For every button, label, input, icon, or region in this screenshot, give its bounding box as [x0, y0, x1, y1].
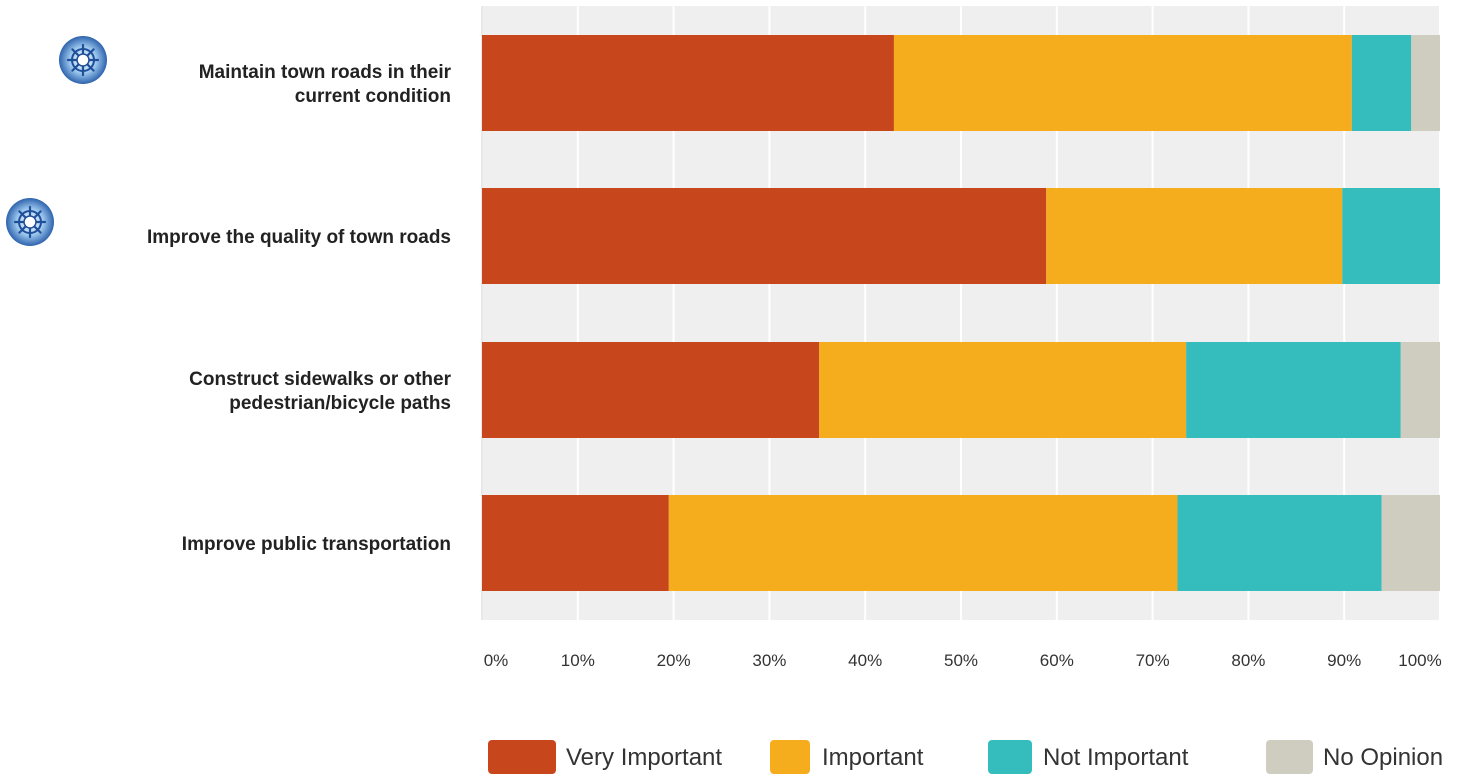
x-tick-label: 90%: [1327, 651, 1361, 670]
bar-segment-very-important: [482, 35, 894, 131]
category-label-line: Maintain town roads in their: [199, 62, 452, 83]
category-label-line: Improve the quality of town roads: [147, 227, 451, 248]
legend-item: No Opinion: [1266, 740, 1443, 774]
bar-segment-very-important: [482, 342, 820, 438]
x-tick-label: 20%: [657, 651, 691, 670]
category-label-line: Improve public transportation: [182, 534, 451, 555]
x-tick-label: 30%: [752, 651, 786, 670]
bar-segment-not-important: [1342, 188, 1440, 284]
x-tick-label: 80%: [1231, 651, 1265, 670]
category-label-line: current condition: [295, 86, 451, 107]
star-icon: [6, 198, 54, 246]
legend-item: Not Important: [988, 740, 1189, 774]
bar-segment-not-important: [1177, 495, 1382, 591]
x-axis-ticks: 0% 10% 20% 30% 40% 50% 60% 70% 80% 90% 100%: [484, 651, 1442, 670]
legend: Very Important Important Not Important No O…: [488, 740, 1443, 774]
category-labels: Maintain town roads in their current cond…: [6, 36, 452, 555]
x-tick-label: 50%: [944, 651, 978, 670]
legend-label: Important: [822, 744, 924, 771]
legend-label: Very Important: [566, 744, 722, 771]
bar-segment-not-important: [1351, 35, 1412, 131]
bar-segment-important: [893, 35, 1352, 131]
legend-swatch: [988, 740, 1032, 774]
bar-segment-important: [668, 495, 1178, 591]
bar-segment-important: [819, 342, 1187, 438]
x-tick-label: 10%: [561, 651, 595, 670]
bar-segment-no-opinion: [1381, 495, 1440, 591]
bar-segment-very-important: [482, 495, 669, 591]
category-label: Maintain town roads in their current cond…: [199, 62, 452, 107]
x-tick-label: 0%: [484, 651, 509, 670]
bars: [482, 35, 1440, 591]
x-tick-label: 100%: [1398, 651, 1441, 670]
x-tick-label: 60%: [1040, 651, 1074, 670]
bar-segment-no-opinion: [1400, 342, 1440, 438]
bar-segment-not-important: [1186, 342, 1401, 438]
category-label-line: pedestrian/bicycle paths: [229, 393, 451, 414]
bar-segment-no-opinion: [1411, 35, 1440, 131]
category-label: Improve the quality of town roads: [147, 227, 451, 248]
x-tick-label: 70%: [1136, 651, 1170, 670]
legend-swatch: [1266, 740, 1313, 774]
category-label-line: Construct sidewalks or other: [189, 369, 451, 390]
bar-segment-very-important: [482, 188, 1047, 284]
legend-label: No Opinion: [1323, 744, 1443, 771]
star-icon: [59, 36, 107, 84]
category-label: Construct sidewalks or other pedestrian/b…: [189, 369, 451, 414]
category-label: Improve public transportation: [182, 534, 451, 555]
legend-label: Not Important: [1043, 744, 1189, 771]
legend-swatch: [488, 740, 556, 774]
x-tick-label: 40%: [848, 651, 882, 670]
bar-segment-important: [1046, 188, 1343, 284]
legend-item: Important: [770, 740, 924, 774]
legend-swatch: [770, 740, 810, 774]
legend-item: Very Important: [488, 740, 722, 774]
